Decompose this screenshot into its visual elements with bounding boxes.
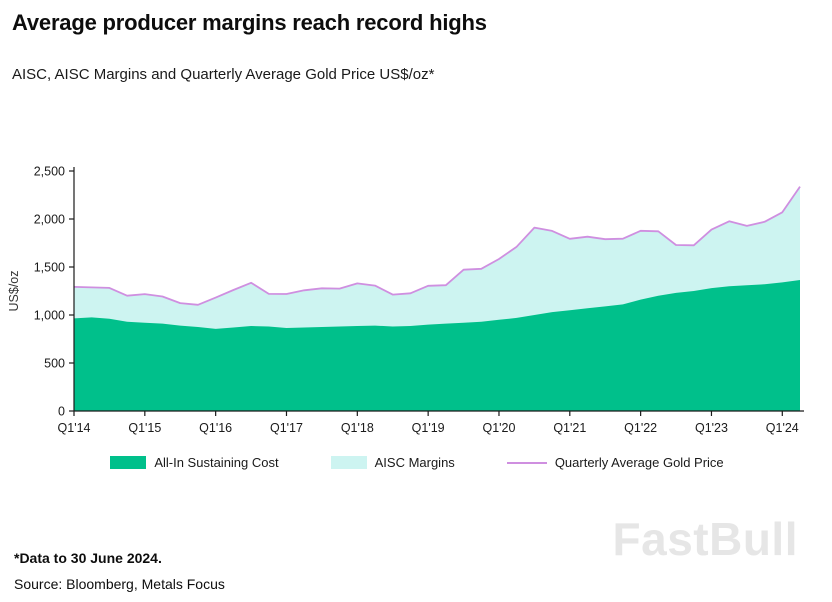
legend-label-margins: AISC Margins: [374, 455, 455, 470]
chart-subtitle: AISC, AISC Margins and Quarterly Average…: [12, 66, 435, 83]
legend-label-aisc: All-In Sustaining Cost: [154, 455, 279, 470]
svg-text:1,000: 1,000: [34, 309, 65, 323]
svg-text:Q1'15: Q1'15: [128, 421, 161, 435]
svg-text:Q1'14: Q1'14: [58, 421, 91, 435]
data-footnote: *Data to 30 June 2024.: [14, 550, 162, 566]
chart-svg: 0 500 1,000 1,500 2,000 2,500 Q1'14 Q1'15 Q1'16 Q…: [7, 165, 804, 435]
legend-label-gold-price: Quarterly Average Gold Price: [554, 455, 724, 470]
svg-text:Q1'22: Q1'22: [624, 421, 657, 435]
source-credit: Source: Bloomberg, Metals Focus: [14, 576, 225, 592]
svg-text:Q1'21: Q1'21: [553, 421, 586, 435]
page-title: Average producer margins reach record hi…: [12, 10, 487, 35]
svg-text:Q1'18: Q1'18: [341, 421, 374, 435]
svg-text:US$/oz: US$/oz: [7, 271, 21, 312]
svg-text:1,500: 1,500: [34, 261, 65, 275]
svg-text:2,500: 2,500: [34, 165, 65, 179]
svg-text:2,000: 2,000: [34, 213, 65, 227]
svg-text:Q1'24: Q1'24: [766, 421, 799, 435]
watermark: FastBull: [612, 513, 798, 565]
svg-text:Q1'23: Q1'23: [695, 421, 728, 435]
legend-item-gold-price: Quarterly Average Gold Price: [506, 455, 724, 470]
margins-swatch-icon: [330, 456, 367, 469]
aisc-swatch-icon: [110, 456, 147, 469]
chart-header: Average producer margins reach record hi…: [0, 0, 832, 83]
svg-text:500: 500: [44, 357, 65, 371]
legend-item-margins: AISC Margins: [330, 455, 455, 470]
svg-text:Q1'20: Q1'20: [482, 421, 515, 435]
gold-price-line-swatch-icon: [506, 461, 547, 464]
chart-legend: All-In Sustaining Cost AISC Margins Quar…: [2, 455, 832, 470]
svg-text:Q1'17: Q1'17: [270, 421, 303, 435]
svg-text:Q1'19: Q1'19: [412, 421, 445, 435]
chart-container: 0 500 1,000 1,500 2,000 2,500 Q1'14 Q1'15 Q1'16 Q…: [0, 161, 832, 470]
legend-item-aisc: All-In Sustaining Cost: [110, 455, 279, 470]
svg-text:Q1'16: Q1'16: [199, 421, 232, 435]
svg-text:0: 0: [58, 405, 65, 419]
